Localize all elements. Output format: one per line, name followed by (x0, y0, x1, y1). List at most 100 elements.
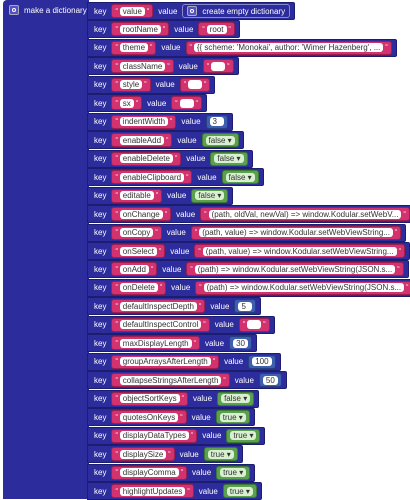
key-field[interactable]: displaySize (119, 449, 167, 459)
key-field[interactable]: sx (119, 98, 134, 108)
boolean-dropdown[interactable]: true ▾ (220, 468, 247, 478)
pair-block[interactable]: key “maxDisplayLength “ value 30 (87, 334, 257, 353)
number-block[interactable]: 5 (234, 299, 257, 314)
key-field[interactable]: rootName (119, 24, 161, 34)
text-block[interactable]: “(path, value) => window.Kodular.setWebV… (190, 225, 402, 240)
text-block[interactable]: “root “ (198, 22, 235, 37)
boolean-dropdown[interactable]: true ▾ (219, 412, 246, 422)
number-field[interactable]: 100 (252, 357, 272, 367)
pair-block[interactable]: key “onCopy “value “(path, value) => window… (87, 223, 407, 242)
pair-block[interactable]: key “style “value ““ (87, 75, 216, 94)
key-field[interactable]: displayDataTypes (119, 431, 189, 441)
key-field[interactable]: objectSortKeys (119, 394, 180, 404)
text-field[interactable]: (path) => window.Kodular.setWebViewStrin… (194, 264, 396, 274)
key-field[interactable]: onDelete (119, 283, 158, 293)
make-dictionary-block[interactable]: make a dictionary (3, 0, 89, 499)
text-field[interactable] (211, 61, 226, 71)
pair-block[interactable]: key “theme “value “{{ scheme: 'Monokai', au… (87, 38, 397, 57)
key-text-block[interactable]: “value “ (111, 4, 154, 18)
key-field[interactable]: collapseStringsAfterLength (119, 375, 222, 385)
key-text-block[interactable]: “theme “ (111, 40, 157, 55)
key-field[interactable]: onSelect (119, 246, 157, 256)
pair-block[interactable]: key “onDelete “value “(path) => window.Kodu… (87, 278, 410, 297)
number-field[interactable]: 50 (262, 375, 278, 385)
key-field[interactable]: groupArraysAfterLength (119, 357, 211, 367)
boolean-block[interactable]: false ▾ (210, 151, 248, 166)
boolean-dropdown[interactable]: false ▾ (205, 135, 235, 145)
key-text-block[interactable]: “quotesOnKeys “ (111, 410, 187, 425)
key-field[interactable]: style (119, 80, 143, 90)
text-field[interactable] (188, 80, 203, 90)
key-text-block[interactable]: “objectSortKeys “ (111, 391, 188, 406)
key-field[interactable]: defaultInspectDepth (119, 301, 197, 311)
boolean-block[interactable]: false ▾ (221, 170, 259, 185)
boolean-dropdown[interactable]: true ▾ (226, 486, 253, 496)
key-text-block[interactable]: “enableDelete “ (111, 151, 182, 166)
text-block[interactable]: ““ (238, 317, 270, 332)
key-text-block[interactable]: “onCopy “ (111, 225, 162, 240)
key-text-block[interactable]: “style “ (111, 77, 151, 92)
key-field[interactable]: enableClipboard (119, 172, 185, 182)
pair-block[interactable]: key “objectSortKeys “ value false ▾ (87, 389, 260, 408)
number-block[interactable]: 30 (229, 336, 252, 351)
key-field[interactable]: className (119, 61, 166, 71)
text-block[interactable]: ““ (202, 59, 234, 74)
boolean-block[interactable]: true ▾ (226, 428, 261, 443)
key-field[interactable]: indentWidth (119, 117, 169, 127)
key-text-block[interactable]: “highlightUpdates “ (111, 484, 194, 498)
boolean-dropdown[interactable]: false ▾ (214, 154, 244, 164)
key-field[interactable]: displayComma (119, 468, 179, 478)
key-field[interactable]: defaultInspectControl (119, 320, 202, 330)
pair-block[interactable]: key “enableDelete “ value false ▾ (87, 149, 253, 168)
boolean-block[interactable]: false ▾ (201, 133, 239, 148)
pair-block[interactable]: key “sx “value ““ (87, 94, 207, 113)
create-dictionary-block[interactable]: create empty dictionary (182, 4, 291, 18)
key-text-block[interactable]: “maxDisplayLength “ (111, 336, 200, 351)
text-field[interactable]: (path, value) => window.Kodular.setWebVi… (202, 246, 397, 256)
text-block[interactable]: “(path, value) => window.Kodular.setWebV… (194, 244, 405, 258)
key-text-block[interactable]: “indentWidth “ (111, 114, 177, 129)
boolean-dropdown[interactable]: false ▾ (221, 394, 251, 404)
key-text-block[interactable]: “enableAdd “ (111, 133, 173, 148)
key-field[interactable]: enableAdd (119, 135, 165, 145)
pair-block[interactable]: key “displaySize “ value true ▾ (87, 445, 243, 464)
pair-block[interactable]: key “indentWidth “ value 3 (87, 112, 233, 131)
key-text-block[interactable]: “enableClipboard “ (111, 170, 193, 185)
pair-block[interactable]: key “className “value ““ (87, 57, 239, 76)
pair-block[interactable]: key “enableClipboard “ value false ▾ (87, 168, 264, 187)
pair-block[interactable]: key “enableAdd “ value false ▾ (87, 131, 244, 150)
text-field[interactable]: {{ scheme: 'Monokai', author: 'Wimer Haz… (193, 43, 384, 53)
boolean-block[interactable]: true ▾ (215, 410, 250, 425)
key-text-block[interactable]: “collapseStringsAfterLength “ (111, 373, 230, 388)
key-field[interactable]: onAdd (119, 264, 149, 274)
boolean-dropdown[interactable]: true ▾ (230, 431, 257, 441)
boolean-dropdown[interactable]: false ▾ (225, 172, 255, 182)
pair-block[interactable]: key “displayDataTypes “ value true ▾ (87, 426, 266, 445)
pair-block[interactable]: key “quotesOnKeys “ value true ▾ (87, 408, 255, 427)
text-block[interactable]: “(path, oldVal, newVal) => window.Kodula… (200, 207, 410, 222)
text-field[interactable] (247, 320, 262, 330)
pair-block[interactable]: key “onSelect “value “(path, value) => wind… (87, 242, 410, 260)
pair-block[interactable]: key “defaultInspectDepth “ value 5 (87, 297, 262, 316)
key-text-block[interactable]: “defaultInspectDepth “ (111, 299, 206, 314)
boolean-block[interactable]: true ▾ (222, 484, 257, 498)
boolean-block[interactable]: false ▾ (191, 188, 229, 203)
text-block[interactable]: ““ (171, 96, 202, 111)
key-text-block[interactable]: “editable “ (111, 188, 163, 203)
text-field[interactable]: root (206, 24, 227, 34)
key-text-block[interactable]: “displayComma “ (111, 465, 188, 480)
text-block[interactable]: “{{ scheme: 'Monokai', author: 'Wimer Ha… (185, 40, 392, 55)
pair-block[interactable]: key “defaultInspectControl “value ““ (87, 315, 275, 334)
boolean-block[interactable]: true ▾ (216, 465, 251, 480)
key-text-block[interactable]: “defaultInspectControl “ (111, 317, 210, 332)
key-field[interactable]: highlightUpdates (119, 486, 186, 496)
key-field[interactable]: onCopy (119, 228, 154, 238)
key-text-block[interactable]: “displayDataTypes “ (111, 428, 198, 443)
text-field[interactable]: (path, oldVal, newVal) => window.Kodular… (208, 209, 402, 219)
boolean-dropdown[interactable]: true ▾ (207, 449, 234, 459)
text-block[interactable]: “(path) => window.Kodular.setWebViewStri… (186, 262, 404, 277)
number-field[interactable]: 3 (209, 117, 224, 127)
key-field[interactable]: editable (119, 191, 154, 201)
text-field[interactable] (179, 98, 194, 108)
key-field[interactable]: enableDelete (119, 154, 173, 164)
